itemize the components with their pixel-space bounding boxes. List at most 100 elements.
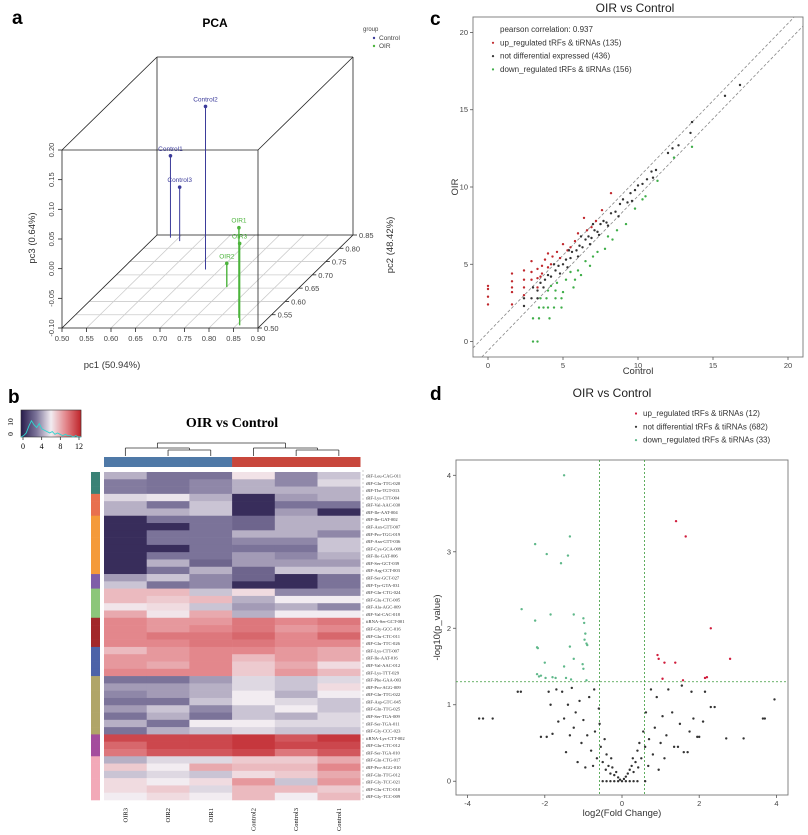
heatmap-cell <box>274 632 318 640</box>
data-point <box>647 737 651 741</box>
data-point <box>519 690 523 693</box>
data-point <box>545 297 548 300</box>
row-group-bar <box>91 683 100 691</box>
data-point <box>481 717 485 720</box>
fold-change-reference-line <box>472 16 795 349</box>
row-group-bar <box>91 617 100 626</box>
data-point <box>539 281 542 285</box>
legend-marker <box>634 412 638 415</box>
legend-label: not differential expressed (436) <box>500 52 610 61</box>
data-point <box>560 690 564 693</box>
heatmap-cell <box>274 493 318 502</box>
x-axis-label: Control <box>623 366 654 377</box>
heatmap-cell <box>189 610 233 619</box>
heatmap-cell <box>146 603 190 611</box>
data-point <box>636 749 639 752</box>
data-point <box>522 293 526 297</box>
heatmap-cell <box>317 741 361 750</box>
color-key-gradient-step <box>58 410 60 437</box>
data-point <box>659 741 662 745</box>
row-label: tRF-Ser-TGA-010 <box>366 750 401 755</box>
z-axis-label: pc3 (0.64%) <box>27 212 38 263</box>
heatmap-cell <box>232 632 276 640</box>
pca-point-label: OIR2 <box>219 253 235 260</box>
heatmap-cell <box>317 515 361 524</box>
data-point <box>584 766 587 769</box>
data-point <box>641 182 644 186</box>
color-key-gradient-step <box>75 410 77 437</box>
z-tick-label: -0.10 <box>47 319 56 336</box>
heatmap-cell <box>146 778 190 786</box>
pca-point <box>237 241 242 246</box>
data-point <box>549 703 552 706</box>
data-point <box>543 258 547 261</box>
heatmap-cell <box>317 639 361 648</box>
heatmap-cell <box>146 625 190 633</box>
heatmap-cell <box>317 697 361 706</box>
heatmap-cell <box>189 719 233 728</box>
heatmap-cell <box>189 697 233 706</box>
data-point <box>663 757 666 760</box>
heatmap-cell <box>317 574 361 582</box>
heatmap-cell <box>146 719 190 728</box>
heatmap-cell <box>189 603 233 611</box>
data-point <box>597 707 601 710</box>
row-label: tRF-Asn-GTT-007 <box>366 524 401 529</box>
heatmap-cell <box>189 741 233 750</box>
heatmap-cell <box>232 661 276 670</box>
heatmap-cell <box>189 756 233 764</box>
data-point <box>561 242 565 246</box>
heatmap-cell <box>104 697 147 706</box>
data-point <box>595 757 599 760</box>
color-key-gradient-step <box>31 410 33 437</box>
data-point <box>672 156 676 159</box>
row-group-bar <box>91 727 100 735</box>
data-point <box>611 766 614 769</box>
data-point <box>566 554 570 557</box>
heatmap-cell <box>232 734 276 742</box>
data-point <box>581 246 584 249</box>
legend-label: down_regulated tRFs & tiRNAs (33) <box>643 436 771 445</box>
row-label: tRF-Pro-TGG-019 <box>366 532 401 537</box>
data-point <box>582 216 586 220</box>
data-point <box>651 176 655 179</box>
heatmap-cell <box>232 617 276 626</box>
data-point <box>558 256 562 260</box>
data-point <box>593 688 596 691</box>
data-point <box>601 760 604 764</box>
data-point <box>564 258 568 261</box>
data-point <box>698 735 701 739</box>
heatmap-cell <box>232 741 276 750</box>
color-key-gradient-step <box>46 410 48 437</box>
color-key-gradient-step <box>63 410 65 437</box>
data-point <box>572 657 575 661</box>
data-point <box>549 275 553 278</box>
data-point <box>670 711 674 714</box>
data-point <box>536 297 539 300</box>
data-point <box>546 306 550 309</box>
data-point <box>591 222 595 226</box>
heatmap-cell <box>274 603 318 611</box>
heatmap-cell <box>189 705 233 713</box>
data-point <box>554 269 557 272</box>
legend-marker <box>634 425 638 428</box>
heatmap-cell <box>146 676 190 684</box>
data-point <box>690 120 694 124</box>
data-point <box>672 745 676 749</box>
data-point <box>723 94 727 98</box>
row-group-bar <box>91 697 100 706</box>
x-tick-label: 0.65 <box>128 334 143 343</box>
row-group-bar <box>91 741 100 750</box>
heatmap-cell <box>146 559 190 568</box>
heatmap-title: OIR vs Control <box>186 416 278 431</box>
plot-area <box>455 459 789 796</box>
row-label: tRF-Ser-TGA-011 <box>366 721 400 726</box>
heatmap-cell <box>274 734 318 742</box>
data-point <box>667 688 670 691</box>
data-point <box>692 717 695 720</box>
row-group-bar <box>91 581 100 589</box>
data-point <box>606 235 610 238</box>
color-key-gradient-step <box>50 410 52 437</box>
heatmap-cell <box>189 792 233 801</box>
heatmap-cell <box>317 712 361 721</box>
